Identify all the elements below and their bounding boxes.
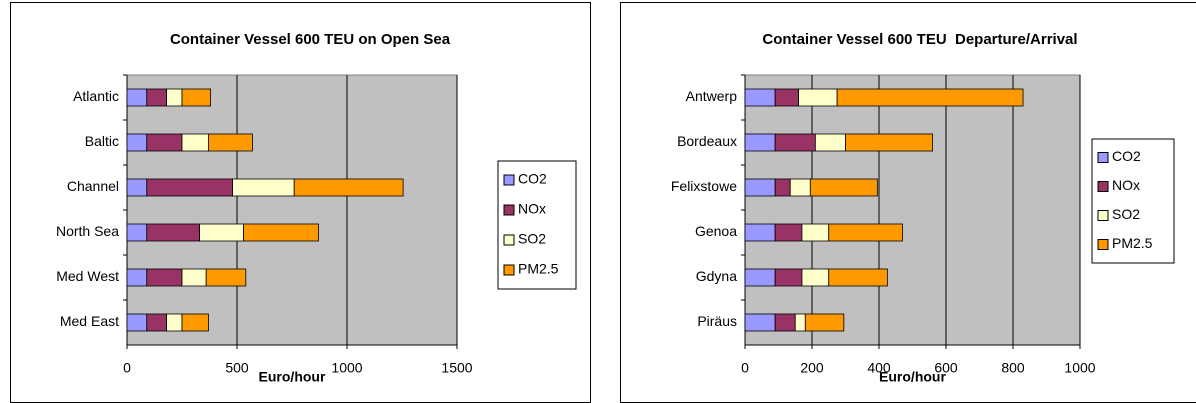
bar-segment	[181, 88, 212, 107]
bar-segment	[146, 313, 168, 332]
bar-segment	[814, 133, 846, 152]
bar-segment	[146, 88, 168, 107]
bar-segment	[126, 88, 148, 107]
y-tick-label: Antwerp	[686, 88, 738, 104]
bar-segment	[774, 313, 796, 332]
bar-segment	[232, 178, 295, 197]
bar-segment	[798, 88, 838, 107]
x-tick-label: 0	[741, 360, 749, 376]
bar-segment	[207, 133, 253, 152]
y-tick-label: Med East	[60, 313, 119, 329]
bar-segment	[181, 313, 209, 332]
bar-segment	[199, 223, 245, 242]
y-tick-label: Felixstowe	[671, 178, 737, 194]
bar-segment	[801, 268, 830, 287]
bar-segment	[774, 178, 791, 197]
bar-segment	[828, 223, 903, 242]
bar-segment	[774, 88, 800, 107]
bar-segment	[804, 313, 845, 332]
bar-segment	[146, 178, 234, 197]
bar-segment	[845, 133, 933, 152]
x-tick-label: 600	[934, 360, 958, 376]
bar-segment	[794, 313, 806, 332]
bar-segment	[809, 178, 878, 197]
bar-segment	[774, 133, 816, 152]
bar-segment	[774, 268, 803, 287]
bar-segment	[126, 178, 148, 197]
chart-title: Container Vessel 600 TEU on Open Sea	[170, 31, 451, 48]
legend-label: NOx	[1112, 177, 1140, 193]
bar-segment	[774, 223, 803, 242]
bar-segment	[744, 223, 776, 242]
y-tick-label: Med West	[56, 268, 119, 284]
bar-segment	[801, 223, 830, 242]
bar-segment	[181, 133, 209, 152]
bar-segment	[789, 178, 811, 197]
plot-area	[744, 74, 1081, 346]
x-tick-label: 200	[800, 360, 824, 376]
legend-swatch	[503, 264, 515, 276]
y-tick-label: Channel	[67, 178, 119, 194]
bar-segment	[293, 178, 404, 197]
legend-swatch	[1097, 152, 1109, 163]
chart-title: Container Vessel 600 TEU Departure/Arriv…	[762, 31, 1077, 48]
bar-segment	[744, 88, 776, 107]
bar-segment	[126, 223, 148, 242]
bar-segment	[243, 223, 319, 242]
bar-segment	[126, 313, 148, 332]
y-tick-label: Baltic	[85, 133, 119, 149]
x-tick-label: 1000	[1064, 360, 1095, 376]
legend-label: PM2.5	[518, 261, 559, 277]
y-tick-label: Atlantic	[73, 88, 119, 104]
bar-segment	[828, 268, 888, 287]
bar-segment	[126, 133, 148, 152]
x-tick-label: 500	[225, 360, 249, 376]
bar-segment	[146, 268, 183, 287]
legend-label: PM2.5	[1112, 235, 1153, 251]
legend-label: SO2	[1112, 206, 1140, 222]
legend-label: CO2	[518, 171, 547, 187]
x-tick-label: 1000	[331, 360, 362, 376]
x-tick-label: 0	[123, 360, 131, 376]
legend-label: NOx	[518, 201, 546, 217]
legend-label: SO2	[518, 231, 546, 247]
bar-segment	[205, 268, 247, 287]
y-tick-label: North Sea	[56, 223, 119, 239]
plot-area	[126, 74, 458, 346]
legend-swatch	[503, 204, 515, 216]
bar-segment	[146, 133, 183, 152]
bar-segment	[166, 88, 183, 107]
bar-segment	[836, 88, 1024, 107]
x-axis-label: Euro/hour	[879, 369, 946, 385]
x-axis-label: Euro/hour	[259, 369, 326, 385]
bar-segment	[744, 178, 776, 197]
legend-swatch	[503, 234, 515, 246]
y-tick-label: Piräus	[697, 313, 737, 329]
bar-segment	[744, 133, 776, 152]
legend-swatch	[1097, 210, 1109, 221]
x-tick-label: 1500	[441, 360, 472, 376]
y-tick-label: Gdyna	[696, 268, 737, 284]
bar-segment	[744, 313, 776, 332]
y-tick-label: Genoa	[695, 223, 737, 239]
x-tick-label: 800	[1001, 360, 1025, 376]
legend-swatch	[1097, 181, 1109, 192]
bar-segment	[181, 268, 207, 287]
bar-segment	[146, 223, 201, 242]
bar-segment	[126, 268, 148, 287]
bar-segment	[744, 268, 776, 287]
x-tick-label: 400	[867, 360, 891, 376]
legend-label: CO2	[1112, 148, 1141, 164]
bar-segment	[166, 313, 183, 332]
y-tick-label: Bordeaux	[677, 133, 737, 149]
legend-swatch	[1097, 239, 1109, 250]
legend-swatch	[503, 174, 515, 186]
